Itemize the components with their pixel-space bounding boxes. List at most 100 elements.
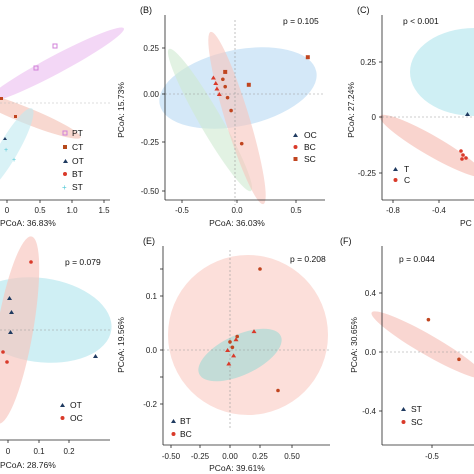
p-value-d: p = 0.079 [65, 257, 101, 267]
point [214, 86, 220, 91]
panel-e: (E) p = 0.208 BT BC 0.1 0.0 -0.2 [116, 236, 330, 473]
point: + [4, 147, 8, 154]
legend-label: OC [70, 413, 83, 423]
legend-label: ST [72, 182, 83, 192]
point [225, 348, 231, 352]
point [3, 137, 7, 140]
panel-label-f: (F) [340, 236, 352, 246]
ellipse-sc [167, 48, 253, 192]
y-tick-label: 0.4 [365, 289, 377, 298]
x-tick-label: 0 [5, 206, 10, 215]
legend-marker [401, 420, 406, 424]
y-tick-label: -0.50 [141, 187, 160, 196]
ellipse-oc [0, 236, 40, 424]
point [5, 360, 9, 364]
y-tick-label: -0.25 [141, 138, 160, 147]
legend-label: ST [411, 404, 422, 414]
legend-marker [63, 159, 68, 163]
legend-label: BC [304, 142, 316, 152]
y-tick-label: 0.25 [143, 44, 159, 53]
legend-d: OT OC [60, 400, 83, 423]
panel-label-b: (B) [140, 5, 152, 15]
y-axis-label-e: PCoA: 19.56% [116, 317, 126, 373]
p-value-f: p = 0.044 [399, 254, 435, 264]
point [52, 43, 58, 49]
legend-label: BT [72, 169, 83, 179]
x-axis-label-a: PCoA: 36.83% [0, 218, 56, 228]
x-tick-label: -0.4 [432, 206, 446, 215]
point [33, 65, 39, 71]
x-ticks-f: -0.5 [425, 445, 439, 461]
p-value-e: p = 0.208 [290, 254, 326, 264]
legend-marker [62, 130, 68, 136]
point [223, 84, 227, 89]
point [464, 156, 468, 160]
ellipse-bc [208, 31, 266, 205]
point [225, 95, 230, 100]
point [276, 388, 280, 393]
x-tick-label: 0.5 [290, 206, 302, 215]
ellipse-st [0, 108, 34, 192]
legend-label: SC [411, 417, 423, 427]
point [233, 337, 239, 342]
legend-c: T C [393, 164, 410, 185]
legend-label: BC [180, 429, 192, 439]
legend-b: OC BC SC [293, 130, 317, 164]
y-tick-label: 0 [372, 113, 377, 122]
panel-b: (B) p = 0.105 OC BC SC 0.25 0.00 -0.25 -… [116, 5, 325, 228]
points-f [426, 317, 461, 362]
legend-f: ST SC [401, 404, 423, 427]
x-ticks-c: -0.8 -0.4 [386, 200, 446, 215]
point [235, 334, 239, 339]
y-tick-label: 0.0 [146, 346, 158, 355]
panel-a: + + PT CT OT BT + ST 0 0.5 1.0 1.5 PCoA:… [0, 27, 124, 228]
y-tick-label: -0.25 [358, 169, 377, 178]
legend-label: SC [304, 154, 316, 164]
legend-label: OT [70, 400, 82, 410]
x-axis-label-d: PCoA: 28.76% [0, 460, 56, 470]
point [246, 82, 251, 87]
x-tick-label: -0.25 [191, 452, 210, 461]
y-tick-label: 0.1 [146, 292, 158, 301]
point [216, 92, 222, 96]
x-tick-label: 0.2 [63, 447, 75, 456]
point [461, 153, 465, 157]
legend-marker [60, 416, 65, 420]
legend-label: T [404, 164, 409, 174]
point [465, 112, 470, 116]
point [210, 75, 216, 80]
legend-marker [293, 145, 298, 149]
legend-label: PT [72, 128, 83, 138]
point [213, 80, 219, 85]
y-tick-label: -0.4 [362, 407, 376, 416]
x-tick-label: 1.0 [66, 206, 78, 215]
points-e [225, 267, 280, 393]
y-axis-label-b: PCoA: 15.73% [116, 82, 126, 138]
point [459, 149, 463, 153]
x-tick-label: 0.5 [34, 206, 46, 215]
y-ticks-b: 0.25 0.00 -0.25 -0.50 [141, 44, 165, 196]
panel-d: p = 0.079 OT OC 0 0.1 0.2 PCoA: 28.76% [0, 236, 112, 470]
legend-marker [63, 172, 67, 176]
legend-label: CT [72, 142, 83, 152]
panel-label-c: (C) [357, 5, 370, 15]
legend-marker [293, 157, 298, 161]
point [223, 69, 228, 74]
point [457, 357, 461, 362]
point [9, 310, 14, 314]
point [460, 157, 464, 161]
x-tick-label: 0.0 [231, 206, 243, 215]
x-tick-label: 0.50 [284, 452, 300, 461]
legend-marker [171, 419, 176, 423]
legend-marker [63, 145, 67, 149]
x-ticks-b: -0.5 0.0 0.5 [175, 200, 302, 215]
x-tick-label: 1.5 [98, 206, 110, 215]
point [305, 55, 310, 60]
point [228, 340, 232, 344]
y-tick-label: 0.0 [365, 348, 377, 357]
x-tick-label: 0.1 [33, 447, 45, 456]
legend-marker [393, 178, 398, 182]
x-ticks-e: -0.50 -0.25 0.00 0.25 0.50 [162, 445, 300, 461]
point [226, 361, 232, 366]
x-tick-label: 0.00 [222, 452, 238, 461]
